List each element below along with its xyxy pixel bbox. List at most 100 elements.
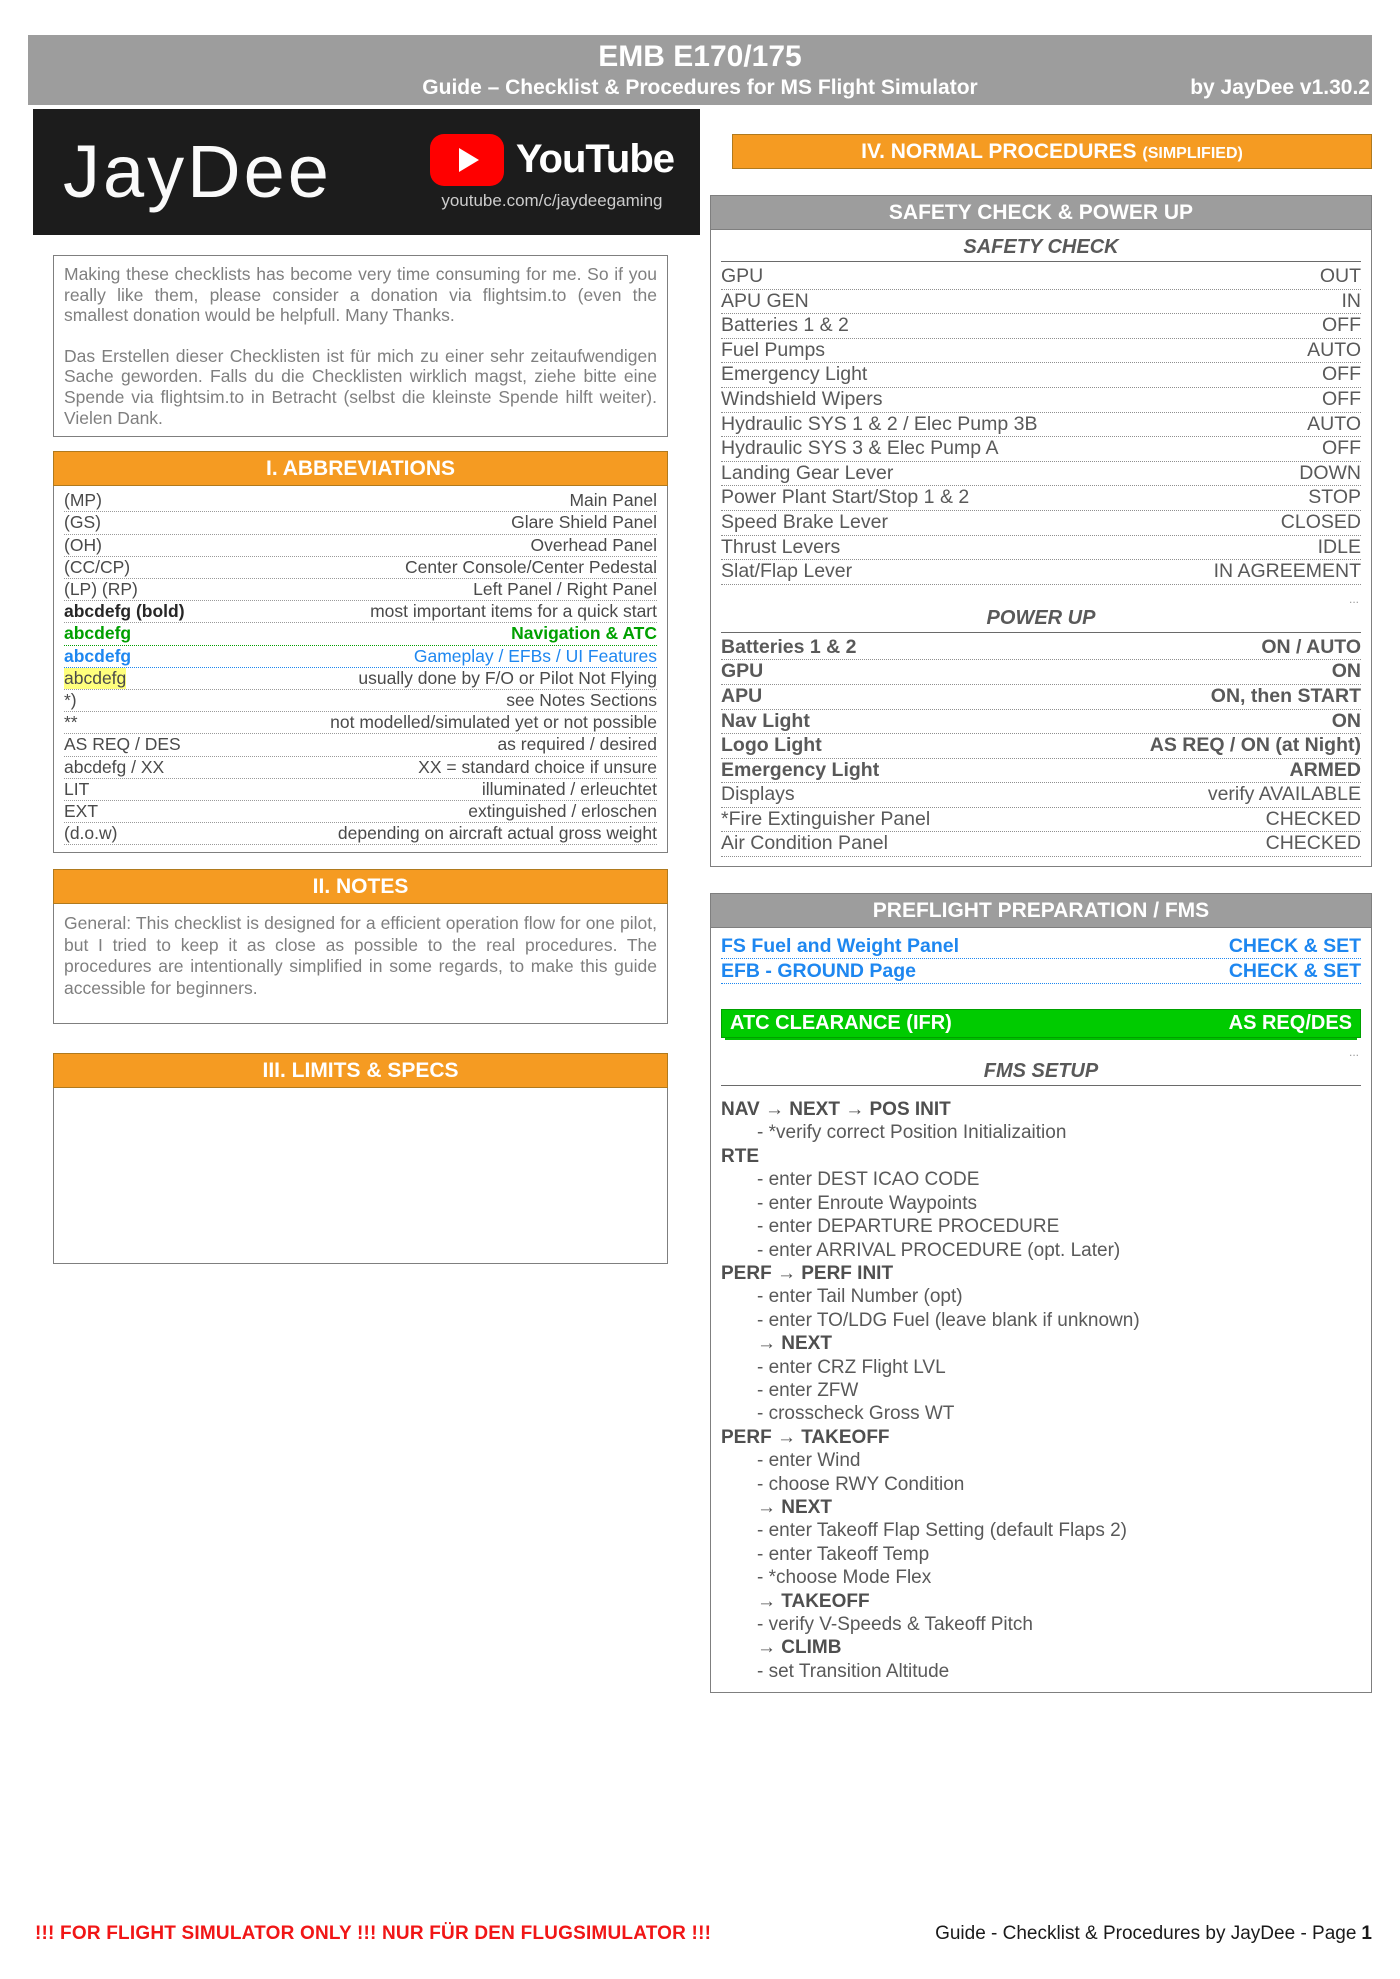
abbreviation-row-value: not modelled/simulated yet or not possib… <box>330 712 657 733</box>
ellipsis-mark: ... <box>1348 1045 1359 1060</box>
abbreviation-row: LIT illuminated / erleuchtet <box>64 779 657 801</box>
fms-line: - enter Enroute Waypoints <box>757 1192 978 1214</box>
abbreviation-row-label: abcdefg (bold) <box>64 601 185 622</box>
abbreviation-row: abcdefg Navigation & ATC <box>64 623 657 646</box>
abbreviation-row: abcdefg usually done by F/O or Pilot Not … <box>64 667 657 690</box>
abbreviations-table: (MP) Main Panel (GS) Glare Shield Panel (OH)… <box>53 486 668 854</box>
checklist-row-value: OFF <box>1322 387 1361 410</box>
checklist-row-value: AUTO <box>1307 338 1361 361</box>
checklist-row-label: Slat/Flap Lever <box>721 560 853 583</box>
preflight-panel-title: PREFLIGHT PREPARATION / FMS <box>710 893 1372 929</box>
abbreviation-row-label: ** <box>64 712 78 733</box>
checklist-row-label: *Fire Extinguisher Panel <box>721 807 931 830</box>
fms-line: → NEXT <box>757 1496 832 1518</box>
checklist-row: APU ON, then START <box>721 685 1361 710</box>
fms-line: → NEXT <box>757 1333 832 1355</box>
jaydee-banner: JayDee YouTube youtube.com/c/jaydeegamin… <box>33 109 700 235</box>
jaydee-logo: JayDee <box>63 130 332 213</box>
page-number: 1 <box>1361 1923 1372 1944</box>
version-label: by JayDee v1.30.2 <box>1190 76 1370 99</box>
abbreviation-row-value: XX = standard choice if unsure <box>418 756 657 777</box>
checklist-row-label: APU GEN <box>721 289 809 312</box>
page-info-label: Guide - Checklist & Procedures by JayDee… <box>935 1923 1357 1944</box>
checklist-row-value: AUTO <box>1307 412 1361 435</box>
checklist-row-value: IN AGREEMENT <box>1213 560 1361 583</box>
abbreviation-row-label: abcdefg <box>64 623 132 644</box>
checklist-row-label: Emergency Light <box>721 758 880 781</box>
power-up-heading: POWER UP <box>721 607 1361 633</box>
abbreviation-row-value: Gameplay / EFBs / UI Features <box>413 645 657 666</box>
abbreviation-row: abcdefg / XX XX = standard choice if unsu… <box>64 757 657 779</box>
fms-line: - enter Wind <box>757 1450 861 1472</box>
abbreviation-row-label: abcdefg <box>64 645 132 666</box>
checklist-row: Windshield Wipers OFF <box>721 388 1361 413</box>
checklist-row: Nav Light ON <box>721 710 1361 735</box>
checklist-row-value: ARMED <box>1289 758 1362 781</box>
fms-line: - enter ZFW <box>757 1379 859 1401</box>
checklist-row-label: APU <box>721 684 763 707</box>
youtube-play-icon <box>429 133 504 186</box>
abbreviation-row-value: Main Panel <box>569 490 657 511</box>
page-subtitle-row: Guide – Checklist & Procedures for MS Fl… <box>28 75 1372 101</box>
abbreviation-row-label: AS REQ / DES <box>64 734 181 755</box>
abbreviation-row: (CC/CP) Center Console/Center Pedestal <box>64 557 657 579</box>
safety-check-list: GPU OUT APU GEN IN Batteries 1 & 2 OFF Fuel Pu… <box>721 265 1361 585</box>
left-column: JayDee YouTube youtube.com/c/jaydeegamin… <box>28 109 700 1693</box>
abbreviation-row: abcdefg (bold) most important items for a… <box>64 601 657 624</box>
checklist-row-label: Hydraulic SYS 3 & Elec Pump A <box>721 437 999 460</box>
section-notes: II. NOTES General: This checklist is des… <box>53 869 668 1025</box>
normal-procedures-title-text: IV. NORMAL PROCEDURES <box>861 140 1137 163</box>
youtube-channel-link[interactable]: youtube.com/c/jaydeegaming <box>441 190 663 210</box>
page-info: Guide - Checklist & Procedures by JayDee… <box>935 1923 1372 1945</box>
preflight-link-row-value: CHECK & SET <box>1228 960 1361 983</box>
limits-empty-box <box>53 1088 668 1265</box>
youtube-block: YouTube youtube.com/c/jaydeegaming <box>429 133 675 211</box>
preflight-link-row-label: FS Fuel and Weight Panel <box>721 935 959 958</box>
checklist-row: Thrust Levers IDLE <box>721 536 1361 561</box>
checklist-row-label: Logo Light <box>721 734 822 757</box>
checklist-row: Fuel Pumps AUTO <box>721 339 1361 364</box>
notes-text: General: This checklist is designed for … <box>64 913 657 998</box>
checklist-row-value: OFF <box>1322 437 1361 460</box>
checklist-row: Air Condition Panel CHECKED <box>721 832 1361 858</box>
abbreviation-row-label: *) <box>64 689 77 710</box>
atc-clearance-label: ATC CLEARANCE (IFR) <box>730 1012 952 1035</box>
fms-line: - enter Takeoff Flap Setting (default Fl… <box>757 1520 1127 1542</box>
normal-procedures-title-suffix: (SIMPLIFIED) <box>1142 145 1243 162</box>
abbreviation-row: *) see Notes Sections <box>64 689 657 713</box>
checklist-row-value: OUT <box>1319 265 1361 287</box>
preflight-panel: PREFLIGHT PREPARATION / FMS FS Fuel and … <box>710 893 1372 1694</box>
checklist-row-label: Hydraulic SYS 1 & 2 / Elec Pump 3B <box>721 412 1038 435</box>
right-column: IV. NORMAL PROCEDURES (SIMPLIFIED) SAFET… <box>710 109 1372 1694</box>
fms-line: - enter DEPARTURE PROCEDURE <box>757 1216 1060 1238</box>
abbreviation-row: (LP) (RP) Left Panel / Right Panel <box>64 579 657 602</box>
checklist-row: Hydraulic SYS 1 & 2 / Elec Pump 3B AUTO <box>721 413 1361 438</box>
abbreviation-row-value: Overhead Panel <box>530 534 657 555</box>
checklist-row: Power Plant Start/Stop 1 & 2 STOP <box>721 486 1361 511</box>
checklist-row-label: Landing Gear Lever <box>721 461 894 484</box>
abbreviation-row: (OH) Overhead Panel <box>64 535 657 557</box>
checklist-row-label: Windshield Wipers <box>721 387 883 410</box>
checklist-row: Slat/Flap Lever IN AGREEMENT <box>721 560 1361 585</box>
fms-line: → TAKEOFF <box>757 1590 870 1612</box>
youtube-wordmark: YouTube <box>515 137 675 181</box>
checklist-row-label: Displays <box>721 783 795 806</box>
checklist-row: Logo Light AS REQ / ON (at Night) <box>721 734 1361 759</box>
donation-text-de: Das Erstellen dieser Checklisten ist für… <box>64 345 657 428</box>
checklist-row: Emergency Light ARMED <box>721 759 1361 784</box>
checklist-row-value: AS REQ / ON (at Night) <box>1149 734 1361 757</box>
abbreviation-row-label: abcdefg / XX <box>64 756 165 777</box>
checklist-row: GPU OUT <box>721 265 1361 290</box>
checklist-row-label: Power Plant Start/Stop 1 & 2 <box>721 486 970 509</box>
checklist-row: Batteries 1 & 2 ON / AUTO <box>721 636 1361 661</box>
checklist-row-value: CHECKED <box>1265 832 1361 855</box>
section-limits: III. LIMITS & SPECS <box>53 1053 668 1265</box>
donation-box: Making these checklists has become very … <box>53 255 668 438</box>
simulator-warning: !!! FOR FLIGHT SIMULATOR ONLY !!! NUR FÜ… <box>35 1923 712 1944</box>
fms-line: - *choose Mode Flex <box>757 1567 932 1589</box>
abbreviation-row-value: Glare Shield Panel <box>511 512 657 533</box>
power-up-list: Batteries 1 & 2 ON / AUTO GPU ON APU ON, then… <box>721 636 1361 858</box>
abbreviation-row-label: (CC/CP) <box>64 556 131 577</box>
abbreviation-row-label: EXT <box>64 801 99 821</box>
